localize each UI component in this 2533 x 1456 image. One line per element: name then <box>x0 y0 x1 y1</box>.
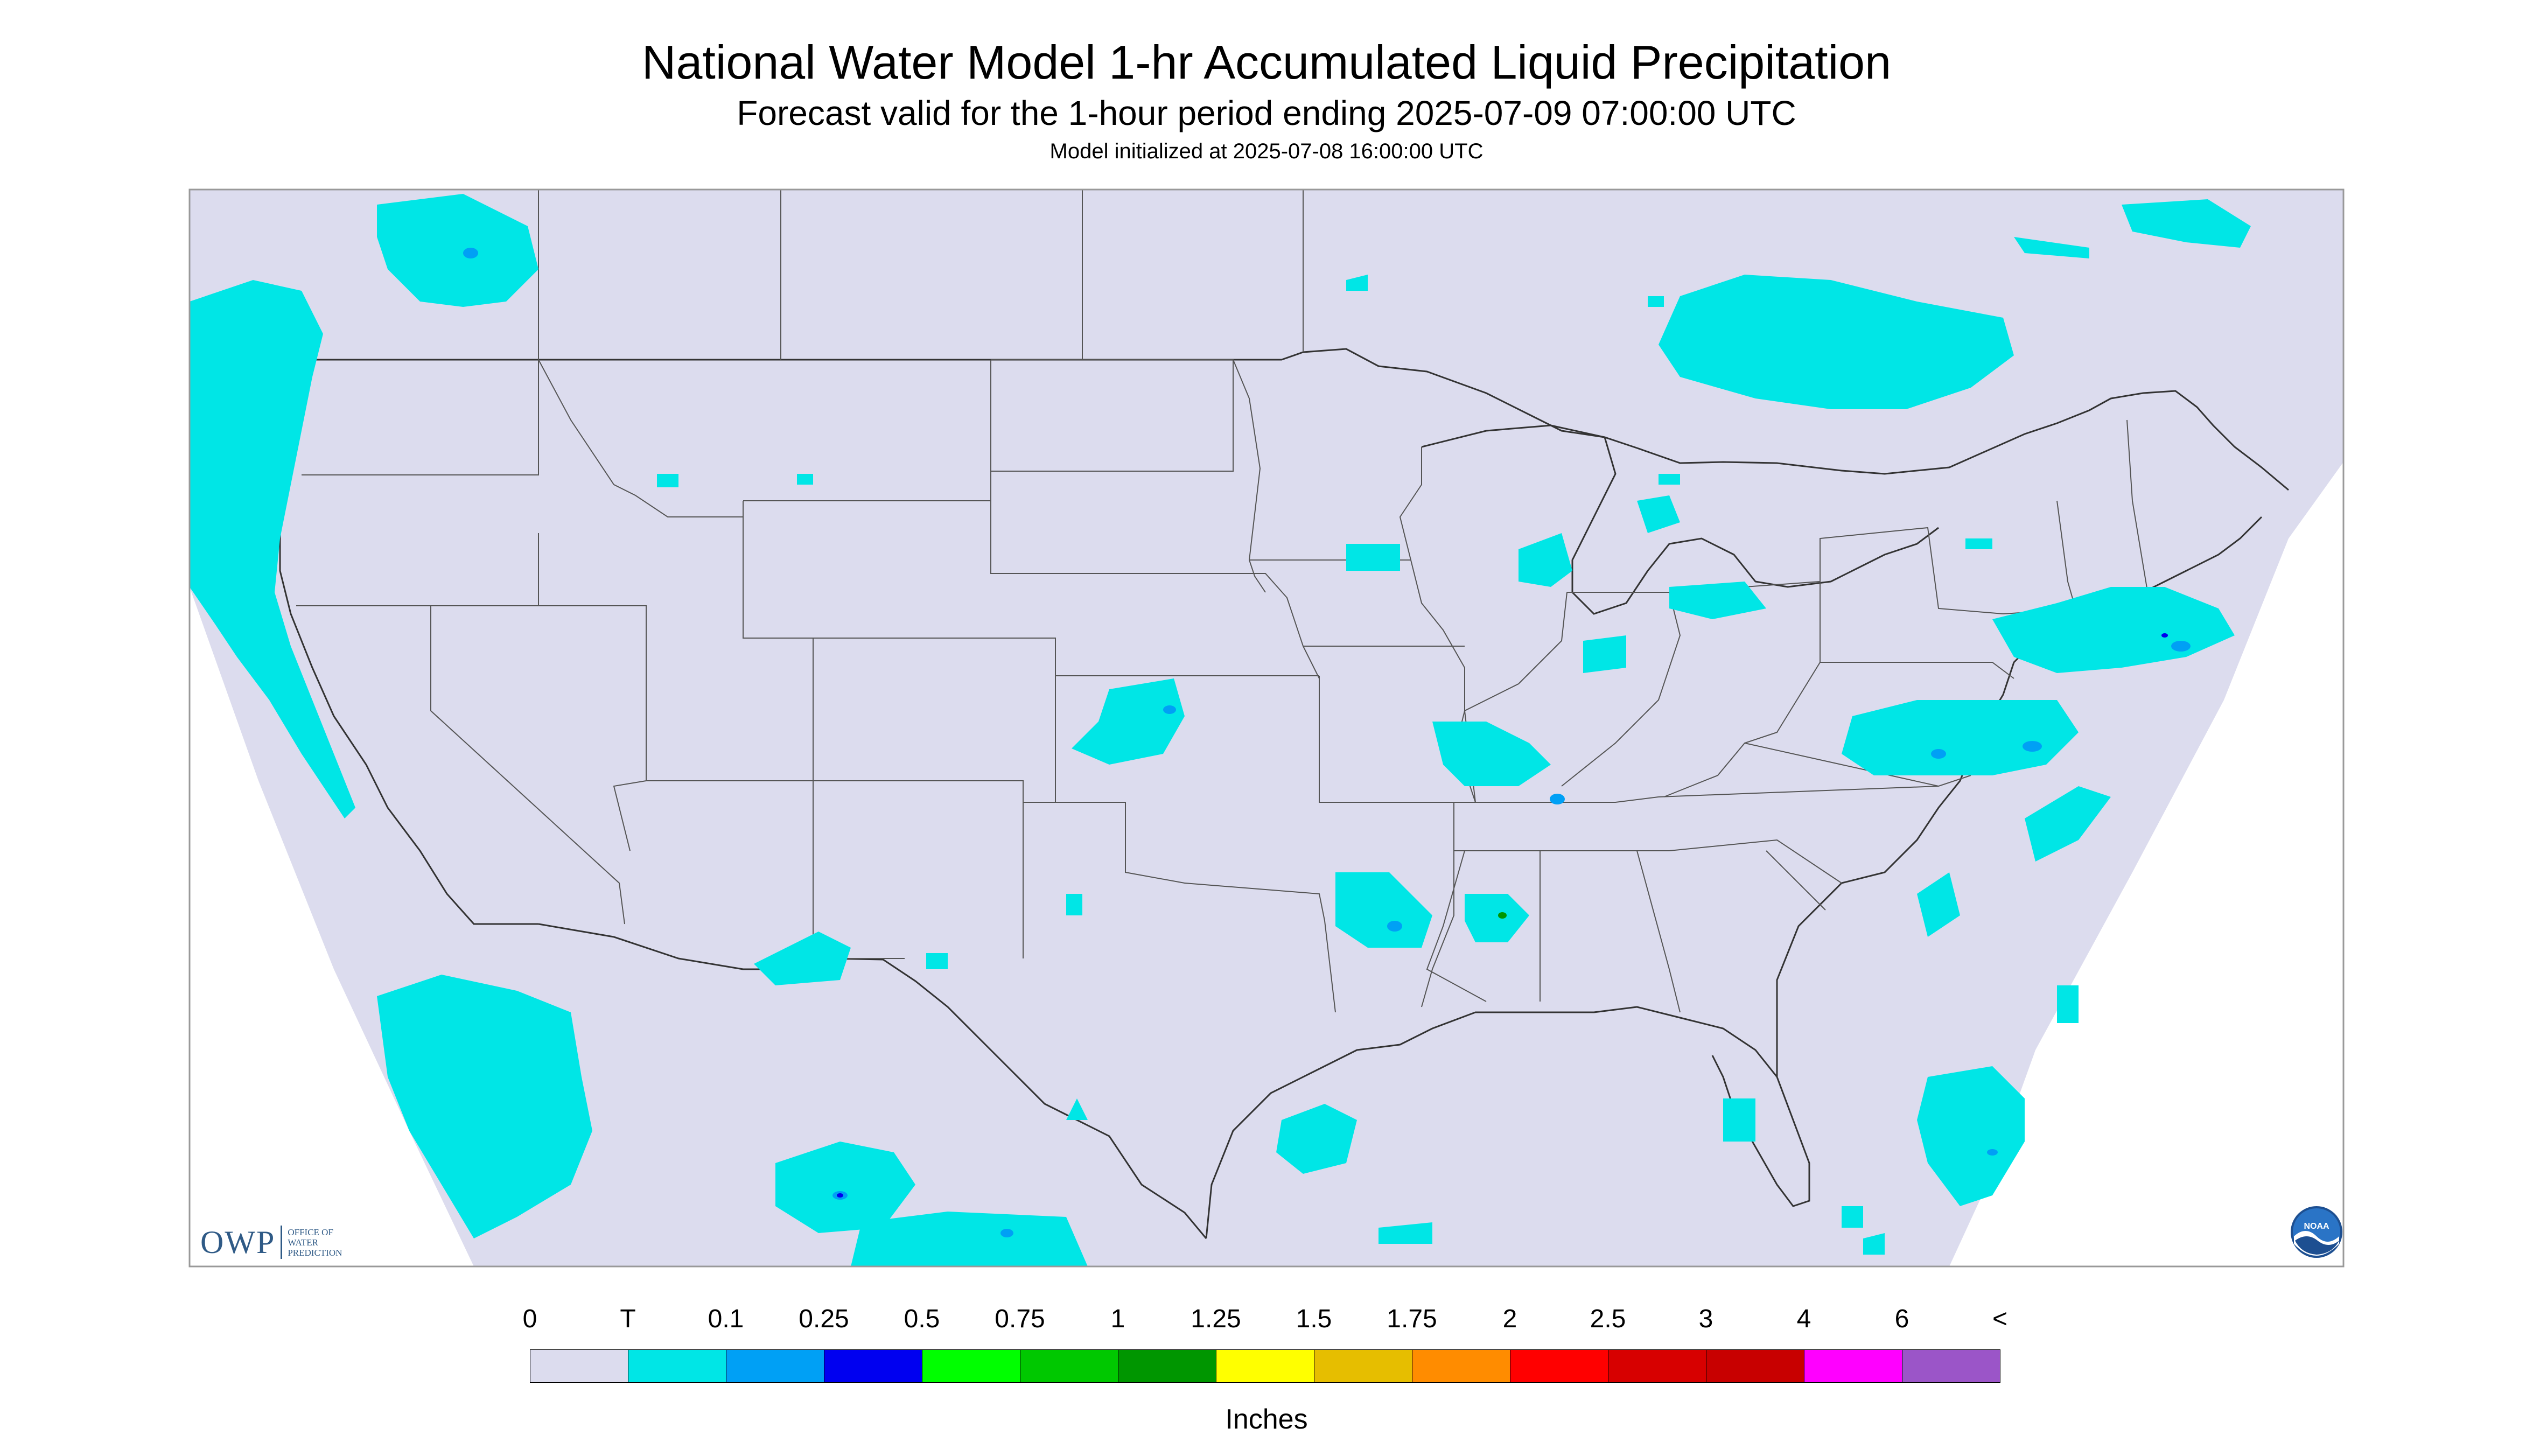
precip-nm-az <box>754 932 851 985</box>
legend-units: Inches <box>1225 1404 1308 1435</box>
legend-label: T <box>620 1305 636 1333</box>
legend-swatch <box>824 1349 922 1383</box>
precip-great-lakes-b <box>1583 635 1626 673</box>
map-title: National Water Model 1-hr Accumulated Li… <box>641 36 1892 89</box>
legend-label: 3 <box>1698 1305 1713 1333</box>
precip-canada-west <box>377 194 538 307</box>
map-domain <box>190 190 2343 1266</box>
owp-office-text: OFFICE OF WATER PREDICTION <box>288 1227 342 1258</box>
precip-kansas <box>1072 678 1185 765</box>
great-lakes-outline <box>1421 424 1939 615</box>
legend-label: 1.25 <box>1191 1305 1241 1333</box>
precip-great-lakes-a <box>1519 533 1572 587</box>
precip-mississippi-b <box>1335 872 1432 948</box>
legend-label: 6 <box>1894 1305 1909 1333</box>
precip-maritimes <box>2122 199 2251 248</box>
owp-line-1: OFFICE OF <box>288 1227 333 1237</box>
legend-label: 0.1 <box>708 1305 744 1333</box>
legend-swatch <box>922 1349 1020 1383</box>
legend-swatch <box>1804 1349 1902 1383</box>
legend-swatch <box>1902 1349 2000 1383</box>
legend-label: 1 <box>1110 1305 1125 1333</box>
owp-line-2: WATER <box>288 1237 319 1248</box>
legend-swatch <box>1216 1349 1314 1383</box>
legend-swatch <box>1412 1349 1510 1383</box>
gulf-coastline <box>1205 1006 1810 1239</box>
legend-color-bar <box>530 1349 2000 1384</box>
model-init-time: Model initialized at 2025-07-08 16:00:00… <box>1049 139 1484 163</box>
legend-label: 2 <box>1502 1305 1517 1333</box>
owp-logo: OWP OFFICE OF WATER PREDICTION <box>200 1223 342 1261</box>
precip-northeast <box>1992 587 2235 673</box>
precipitation-areas <box>190 194 2251 1266</box>
owp-divider <box>281 1226 283 1259</box>
precip-mexico-a <box>775 1142 915 1233</box>
legend-swatch <box>1706 1349 1804 1383</box>
precip-gulf <box>1276 1104 1357 1174</box>
legend-label: 0.75 <box>995 1305 1045 1333</box>
us-mexico-border <box>538 923 1207 1239</box>
map-border <box>188 188 2345 1268</box>
legend-swatch <box>1020 1349 1118 1383</box>
legend-swatch <box>1118 1349 1216 1383</box>
noaa-logo-text: NOAA <box>2304 1222 2329 1231</box>
noaa-logo-icon: NOAA <box>2291 1206 2342 1258</box>
legend-swatch <box>726 1349 824 1383</box>
legend-label: < <box>1992 1305 2008 1333</box>
precip-atlantic-c <box>1917 1066 2025 1206</box>
precip-mexico-b <box>851 1212 1088 1266</box>
precip-alabama <box>1465 894 1529 942</box>
legend-label: 1.75 <box>1387 1305 1437 1333</box>
legend-label: 4 <box>1796 1305 1811 1333</box>
map-subtitle: Forecast valid for the 1-hour period end… <box>737 94 1796 132</box>
precip-atlantic-b <box>2025 786 2111 862</box>
legend-swatch <box>1314 1349 1412 1383</box>
precip-mississippi-a <box>1432 722 1551 786</box>
political-boundaries <box>215 322 2289 1239</box>
precip-ohio <box>1669 582 1766 619</box>
precip-pacific-northwest <box>190 280 355 818</box>
legend-swatch <box>530 1349 628 1383</box>
us-canada-border <box>306 348 2289 491</box>
precip-pacific-sw <box>377 975 592 1238</box>
legend-label: 2.5 <box>1590 1305 1626 1333</box>
precip-mid-atlantic <box>1842 700 2079 775</box>
legend-label: 0 <box>522 1305 537 1333</box>
legend-label: 1.5 <box>1296 1305 1332 1333</box>
precip-michigan <box>1637 495 1680 533</box>
owp-line-3: PREDICTION <box>288 1247 342 1258</box>
legend-label: 0.25 <box>799 1305 849 1333</box>
precipitation-cores <box>463 248 2191 1237</box>
precip-atlantic-a <box>1917 872 1960 937</box>
legend-labels: 0 T 0.1 0.25 0.5 0.75 1 1.25 1.5 1.75 2 2.5 3 4 6 < <box>0 1303 2533 1341</box>
legend-label: 0.5 <box>904 1305 940 1333</box>
legend-swatch <box>1608 1349 1706 1383</box>
legend-swatch <box>1510 1349 1608 1383</box>
precip-canada-east <box>1659 275 2014 409</box>
legend-swatch <box>628 1349 726 1383</box>
owp-letters: OWP <box>200 1224 276 1260</box>
